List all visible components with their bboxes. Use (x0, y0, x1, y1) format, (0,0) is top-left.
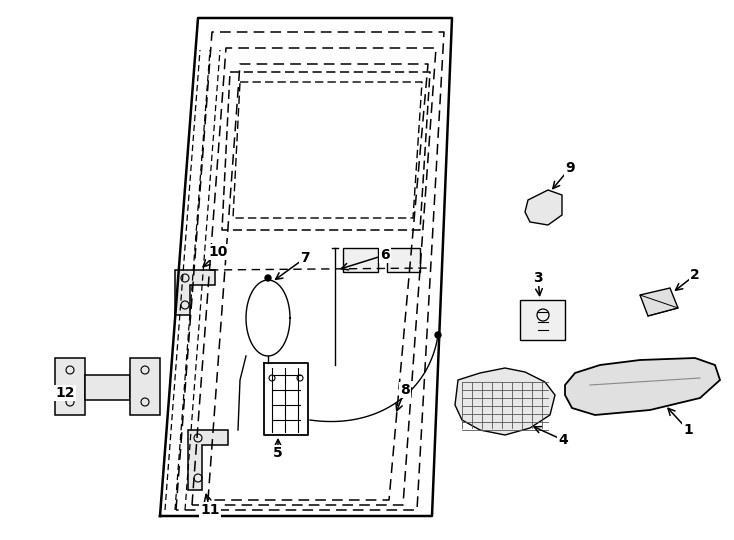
Text: 1: 1 (683, 423, 693, 437)
Polygon shape (565, 358, 720, 415)
Polygon shape (55, 358, 85, 415)
Text: 2: 2 (690, 268, 700, 282)
Polygon shape (130, 358, 160, 415)
Circle shape (265, 275, 271, 281)
Text: 11: 11 (200, 503, 219, 517)
Polygon shape (455, 368, 555, 435)
Polygon shape (85, 375, 130, 400)
Polygon shape (175, 270, 215, 315)
Polygon shape (640, 288, 678, 316)
Text: 10: 10 (208, 245, 228, 259)
Polygon shape (387, 248, 420, 272)
Text: 6: 6 (380, 248, 390, 262)
Text: 3: 3 (533, 271, 543, 285)
Polygon shape (520, 300, 565, 340)
Polygon shape (525, 190, 562, 225)
Text: 12: 12 (55, 386, 75, 400)
Text: 4: 4 (558, 433, 568, 447)
Polygon shape (188, 430, 228, 490)
Circle shape (435, 332, 441, 338)
Polygon shape (343, 248, 378, 272)
Text: 7: 7 (300, 251, 310, 265)
Text: 8: 8 (400, 383, 410, 397)
Text: 5: 5 (273, 446, 283, 460)
Text: 9: 9 (565, 161, 575, 175)
